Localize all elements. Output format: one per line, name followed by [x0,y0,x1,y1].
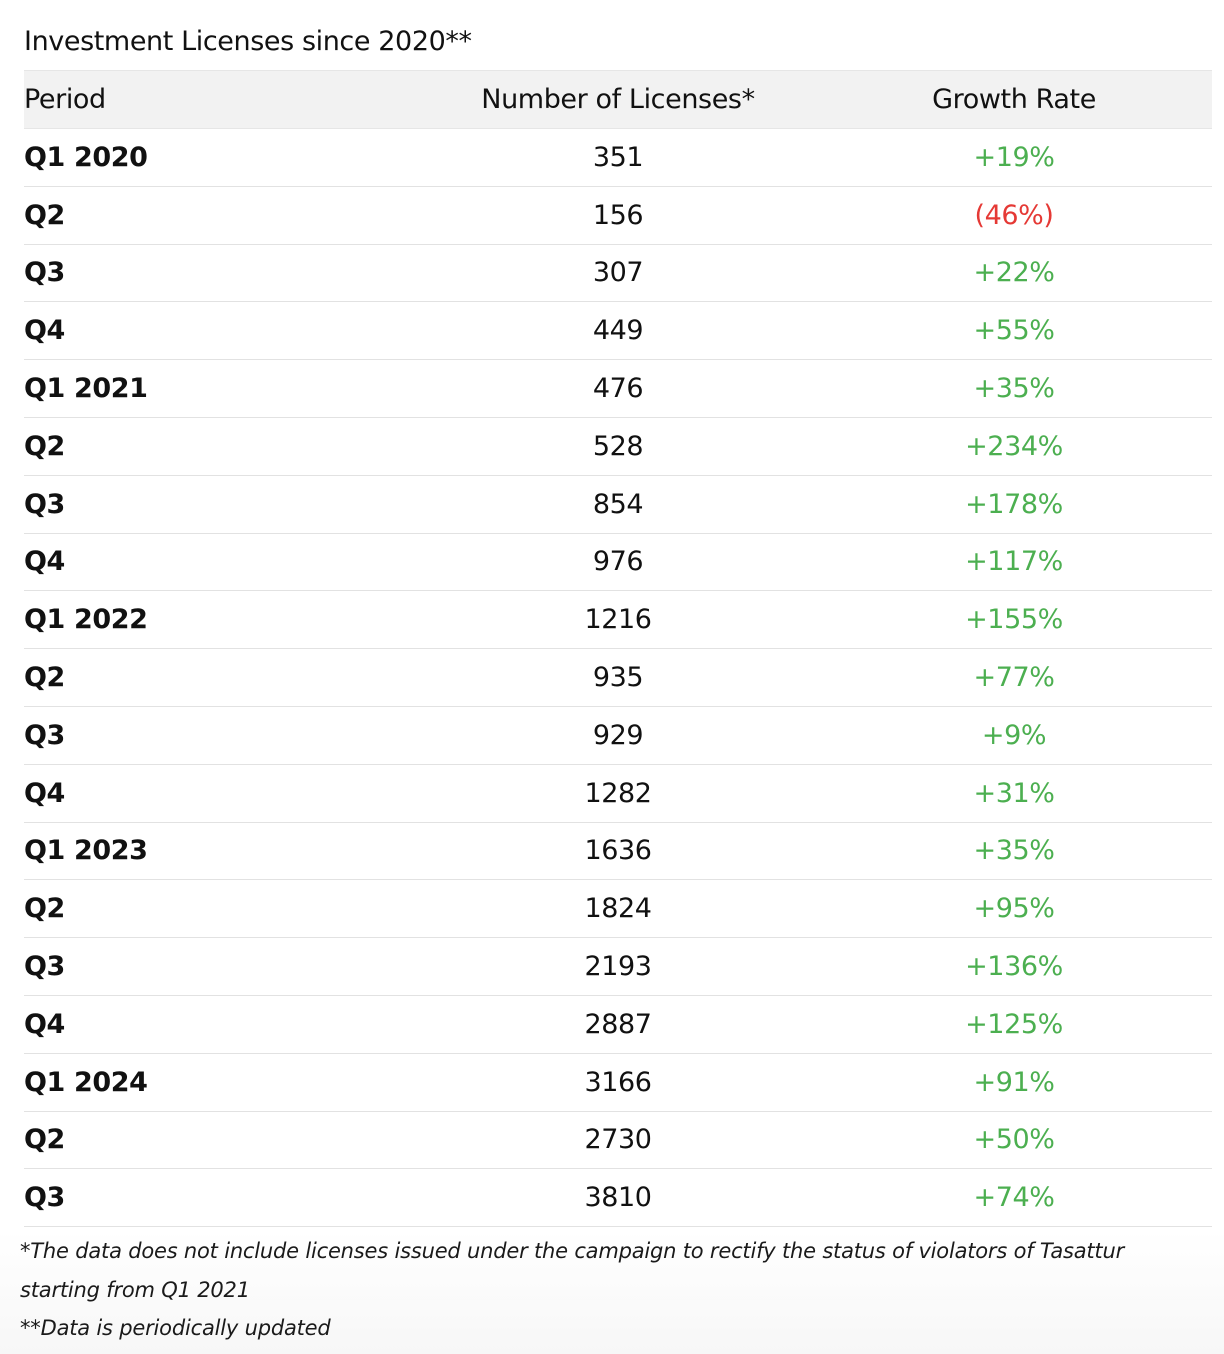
growth-rate-cell: +22% [816,244,1212,303]
table-row: Q1 2023 1636 +35% [24,822,1212,881]
growth-rate-cell: (46%) [816,186,1212,245]
table-row: Q3 929 +9% [24,706,1212,765]
period-cell: Q1 2024 [24,1053,420,1112]
table-title: Investment Licenses since 2020** [24,26,472,57]
footnotes: *The data does not include licenses issu… [20,1232,1210,1348]
table-row: Q1 2021 476 +35% [24,359,1212,418]
table-row: Q3 854 +178% [24,475,1212,534]
period-cell: Q2 [24,417,420,476]
licenses-cell: 2193 [420,937,816,996]
licenses-cell: 3810 [420,1168,816,1228]
growth-rate-cell: +117% [816,533,1212,592]
period-cell: Q2 [24,186,420,245]
licenses-cell: 854 [420,475,816,534]
licenses-cell: 1636 [420,822,816,881]
growth-rate-cell: +31% [816,764,1212,823]
table-row: Q3 307 +22% [24,244,1212,303]
licenses-cell: 528 [420,417,816,476]
period-cell: Q4 [24,533,420,592]
growth-rate-cell: +136% [816,937,1212,996]
period-cell: Q3 [24,937,420,996]
licenses-cell: 935 [420,648,816,707]
growth-rate-cell: +178% [816,475,1212,534]
licenses-cell: 476 [420,359,816,418]
growth-rate-cell: +125% [816,995,1212,1054]
table-body: Q1 2020 351 +19% Q2 156 (46%) Q3 307 +22% Q4 449 +5… [24,128,1212,1228]
licenses-cell: 976 [420,533,816,592]
period-cell: Q4 [24,764,420,823]
table-row: Q4 1282 +31% [24,764,1212,823]
licenses-cell: 2730 [420,1111,816,1170]
table-row: Q1 2024 3166 +91% [24,1053,1212,1112]
period-cell: Q2 [24,879,420,939]
table-row: Q2 156 (46%) [24,186,1212,245]
licenses-cell: 156 [420,186,816,245]
period-cell: Q3 [24,1168,420,1228]
table-row: Q4 449 +55% [24,301,1212,361]
table-row: Q2 2730 +50% [24,1111,1212,1170]
period-cell: Q4 [24,301,420,361]
growth-rate-cell: +19% [816,128,1212,187]
period-cell: Q1 2022 [24,590,420,650]
growth-rate-cell: +35% [816,359,1212,418]
licenses-cell: 1282 [420,764,816,823]
period-cell: Q1 2020 [24,128,420,187]
growth-rate-cell: +234% [816,417,1212,476]
period-cell: Q3 [24,475,420,534]
growth-rate-cell: +77% [816,648,1212,707]
table-row: Q4 2887 +125% [24,995,1212,1054]
footnote-updated: **Data is periodically updated [20,1316,331,1340]
table-row: Q3 2193 +136% [24,937,1212,996]
footnote-licenses: *The data does not include licenses issu… [20,1239,1125,1302]
header-licenses: Number of Licenses* [420,70,816,129]
period-cell: Q2 [24,1111,420,1170]
table-row: Q2 528 +234% [24,417,1212,476]
period-cell: Q4 [24,995,420,1054]
header-row: Period Number of Licenses* Growth Rate [24,70,1212,129]
table-row: Q4 976 +117% [24,533,1212,592]
licenses-table: Period Number of Licenses* Growth Rate Q… [24,70,1212,1228]
licenses-cell: 2887 [420,995,816,1054]
licenses-cell: 1824 [420,879,816,939]
period-cell: Q1 2023 [24,822,420,881]
period-cell: Q2 [24,648,420,707]
growth-rate-cell: +35% [816,822,1212,881]
licenses-cell: 449 [420,301,816,361]
table-row: Q3 3810 +74% [24,1168,1212,1228]
growth-rate-cell: +55% [816,301,1212,361]
licenses-cell: 1216 [420,590,816,650]
period-cell: Q3 [24,706,420,765]
header-growth-rate: Growth Rate [816,70,1212,129]
header-period: Period [24,70,420,129]
table-row: Q1 2020 351 +19% [24,128,1212,187]
licenses-cell: 3166 [420,1053,816,1112]
table-row: Q1 2022 1216 +155% [24,590,1212,650]
growth-rate-cell: +9% [816,706,1212,765]
growth-rate-cell: +155% [816,590,1212,650]
period-cell: Q1 2021 [24,359,420,418]
growth-rate-cell: +95% [816,879,1212,939]
growth-rate-cell: +74% [816,1168,1212,1228]
table-header: Period Number of Licenses* Growth Rate [24,70,1212,129]
licenses-cell: 929 [420,706,816,765]
period-cell: Q3 [24,244,420,303]
growth-rate-cell: +91% [816,1053,1212,1112]
growth-rate-cell: +50% [816,1111,1212,1170]
table-row: Q2 935 +77% [24,648,1212,707]
table-row: Q2 1824 +95% [24,879,1212,939]
licenses-cell: 307 [420,244,816,303]
licenses-cell: 351 [420,128,816,187]
